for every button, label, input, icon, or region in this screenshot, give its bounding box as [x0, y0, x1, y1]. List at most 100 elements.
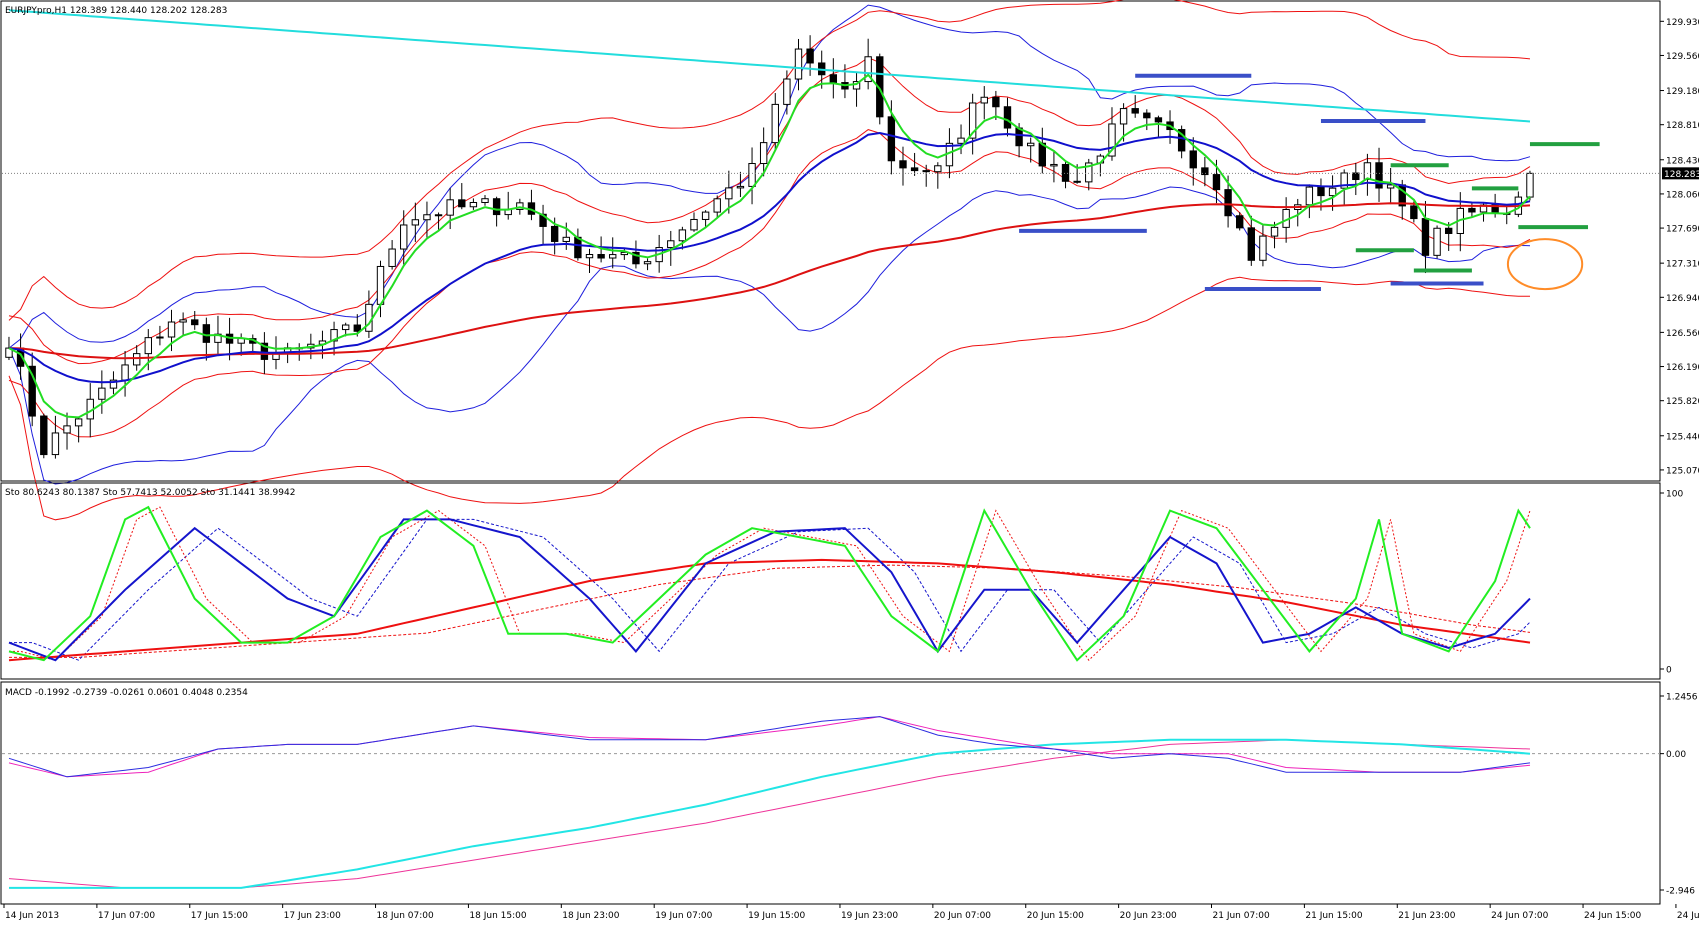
- candle-41[interactable]: [481, 195, 489, 206]
- candle-74[interactable]: [864, 38, 872, 90]
- candle-66[interactable]: [771, 93, 779, 151]
- candle-84[interactable]: [980, 86, 988, 120]
- candle-73[interactable]: [852, 71, 861, 107]
- candle-65[interactable]: [759, 127, 768, 177]
- candle-123[interactable]: [1433, 225, 1441, 259]
- candle-108[interactable]: [1259, 224, 1267, 267]
- candle-115[interactable]: [1340, 169, 1348, 206]
- candle-97[interactable]: [1131, 95, 1139, 118]
- candle-52[interactable]: [609, 237, 617, 269]
- candle-82[interactable]: [957, 124, 965, 155]
- candle-body-93: [1085, 162, 1093, 183]
- candle-43[interactable]: [504, 191, 512, 220]
- candle-body-14: [167, 321, 176, 338]
- highlight-circle[interactable]: [1506, 238, 1584, 291]
- candle-21[interactable]: [249, 334, 257, 354]
- candle-28[interactable]: [330, 321, 338, 356]
- price-panel[interactable]: EURJPYpro,H1 128.389 128.440 128.202 128…: [0, 0, 1699, 521]
- candle-61[interactable]: [713, 195, 721, 218]
- candle-91[interactable]: [1061, 160, 1070, 189]
- candle-38[interactable]: [446, 187, 454, 230]
- candle-body-62: [725, 187, 733, 200]
- candle-114[interactable]: [1328, 175, 1337, 211]
- candle-16[interactable]: [191, 310, 199, 330]
- candle-131[interactable]: [1526, 170, 1534, 201]
- candle-body-61: [713, 198, 721, 213]
- candle-33[interactable]: [388, 240, 396, 270]
- price-tick-label-13: 125.070: [1666, 466, 1699, 476]
- candles[interactable]: [5, 35, 1534, 459]
- candle-3[interactable]: [40, 413, 48, 459]
- candle-5[interactable]: [63, 412, 71, 450]
- candle-64[interactable]: [748, 147, 756, 205]
- candle-body-75: [876, 56, 884, 118]
- candle-body-74: [864, 56, 872, 83]
- candle-58[interactable]: [678, 226, 687, 250]
- candle-55[interactable]: [643, 258, 652, 271]
- candle-116[interactable]: [1352, 162, 1360, 196]
- candle-body-78: [910, 167, 919, 172]
- candle-71[interactable]: [829, 58, 838, 99]
- candle-6[interactable]: [74, 416, 83, 443]
- candle-122[interactable]: [1421, 200, 1430, 274]
- candle-95[interactable]: [1108, 107, 1116, 161]
- candle-36[interactable]: [423, 201, 431, 238]
- candle-118[interactable]: [1375, 147, 1383, 202]
- candle-112[interactable]: [1305, 184, 1314, 219]
- candle-121[interactable]: [1410, 201, 1418, 223]
- candle-126[interactable]: [1468, 201, 1476, 218]
- candle-62[interactable]: [725, 170, 733, 214]
- candle-79[interactable]: [922, 164, 930, 187]
- candle-body-63: [736, 185, 745, 189]
- candle-48[interactable]: [562, 222, 570, 250]
- candle-59[interactable]: [690, 212, 698, 232]
- candle-57[interactable]: [667, 230, 675, 266]
- level-lines[interactable]: [1019, 73, 1600, 291]
- candle-80[interactable]: [934, 162, 942, 189]
- candle-106[interactable]: [1236, 212, 1244, 231]
- stoch-mid-signal: [9, 518, 1531, 661]
- candle-103[interactable]: [1201, 156, 1209, 187]
- candle-45[interactable]: [527, 189, 536, 221]
- candle-34[interactable]: [400, 210, 408, 265]
- candle-90[interactable]: [1050, 151, 1058, 183]
- candle-68[interactable]: [794, 38, 803, 91]
- candle-107[interactable]: [1247, 215, 1255, 266]
- stochastic-panel[interactable]: Sto 80.6243 80.1387 Sto 57.7413 52.0052 …: [0, 482, 1683, 680]
- candle-101[interactable]: [1177, 125, 1186, 159]
- candle-85[interactable]: [992, 90, 1000, 120]
- candle-67[interactable]: [783, 70, 791, 115]
- candle-51[interactable]: [597, 236, 605, 263]
- candle-60[interactable]: [701, 210, 710, 229]
- candle-46[interactable]: [539, 204, 547, 245]
- candle-13[interactable]: [156, 325, 164, 346]
- candle-35[interactable]: [411, 202, 420, 242]
- candle-77[interactable]: [899, 146, 907, 186]
- candle-4[interactable]: [51, 415, 60, 459]
- candle-117[interactable]: [1363, 153, 1372, 196]
- candle-78[interactable]: [910, 152, 919, 176]
- candle-body-3: [40, 415, 48, 456]
- candle-40[interactable]: [469, 198, 478, 210]
- candle-124[interactable]: [1444, 222, 1453, 251]
- candle-8[interactable]: [98, 370, 106, 414]
- candle-50[interactable]: [585, 248, 594, 273]
- price-panel-frame: [0, 0, 1661, 482]
- macd-panel[interactable]: MACD -0.1992 -0.2739 -0.0261 0.0601 0.40…: [0, 681, 1698, 905]
- stochastic-axis: 100 0: [1660, 490, 1683, 676]
- candle-37[interactable]: [434, 212, 443, 230]
- candle-63[interactable]: [736, 171, 745, 198]
- candle-86[interactable]: [1003, 97, 1012, 137]
- candle-39[interactable]: [458, 183, 466, 210]
- candle-88[interactable]: [1027, 137, 1035, 163]
- candle-15[interactable]: [179, 312, 187, 336]
- candle-42[interactable]: [492, 196, 501, 227]
- candle-98[interactable]: [1143, 109, 1151, 131]
- candle-129[interactable]: [1503, 206, 1511, 225]
- candle-119[interactable]: [1386, 167, 1395, 205]
- candle-2[interactable]: [28, 352, 36, 427]
- candle-99[interactable]: [1154, 115, 1163, 138]
- candle-83[interactable]: [968, 93, 977, 155]
- candle-93[interactable]: [1085, 158, 1093, 191]
